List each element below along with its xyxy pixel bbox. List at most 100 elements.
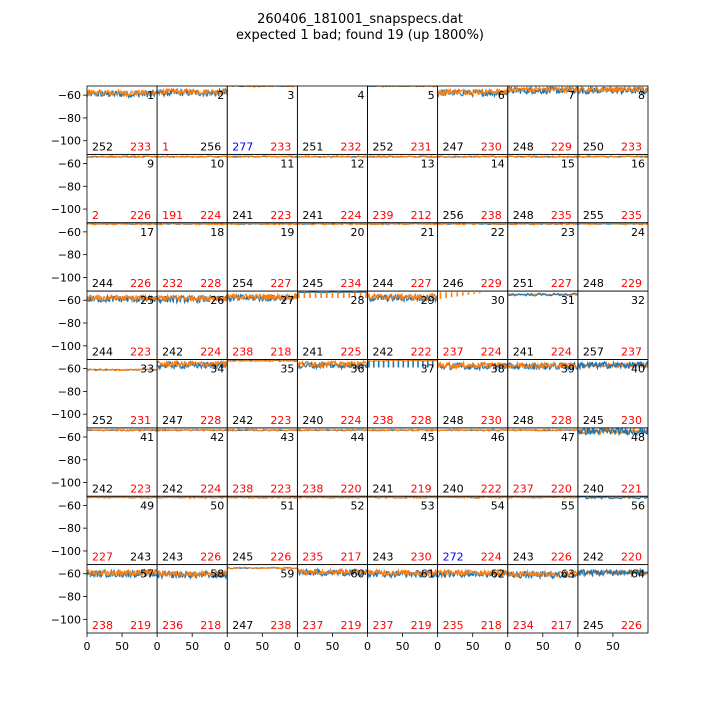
series-orange-line [157, 293, 228, 303]
panel-number-label: 21 [421, 226, 435, 239]
panel-52: 52 235 217 [296, 495, 368, 566]
panel-traces [303, 86, 363, 87]
panel-number-label: 64 [631, 568, 645, 581]
count-right-label: 220 [551, 482, 572, 495]
y-tick-label: −60 [58, 226, 81, 239]
panel-traces [227, 155, 298, 159]
count-left-label: 242 [373, 346, 394, 359]
panel-21: 21 244 227 [367, 222, 439, 292]
panel-28: 28 241 225 [296, 290, 368, 360]
panel-number-label: 19 [280, 226, 294, 239]
panel-traces [87, 222, 158, 226]
count-left-label: 235 [302, 551, 323, 564]
x-tick-label: 50 [606, 640, 620, 653]
count-right-label: 222 [411, 346, 432, 359]
panel-number-label: 45 [421, 431, 435, 444]
panel-8: 8 250 233 [577, 85, 649, 155]
panel-number-label: 11 [280, 157, 294, 170]
count-left-label: 248 [443, 414, 464, 427]
panel-31: 31 241 224 [507, 290, 579, 360]
panel-number-label: 41 [140, 431, 154, 444]
panel-traces [367, 291, 438, 304]
x-tick-label: 50 [466, 640, 480, 653]
series-orange-line [507, 568, 578, 579]
panel-55: 55 243 226 [507, 495, 579, 566]
panel-number-label: 28 [351, 294, 365, 307]
panel-traces [297, 566, 368, 578]
series-orange-line [87, 428, 158, 432]
panel-number-label: 25 [140, 294, 154, 307]
panel-number-label: 4 [358, 89, 365, 102]
count-right-label: 233 [130, 140, 151, 153]
series-orange-line [297, 359, 368, 369]
series-orange-line [367, 291, 438, 302]
panel-traces [297, 496, 368, 500]
count-right-label: 222 [481, 482, 502, 495]
count-left-label: 240 [302, 414, 323, 427]
panel-number-label: 44 [351, 431, 365, 444]
count-right-label: 229 [551, 140, 572, 153]
count-left-label: 251 [302, 140, 323, 153]
count-right-label: 224 [200, 209, 221, 222]
count-right-label: 224 [481, 346, 502, 359]
series-orange-line [437, 568, 508, 578]
count-right-label: 223 [270, 414, 291, 427]
series-orange-line [507, 222, 578, 226]
series-orange-line [507, 86, 578, 95]
panel-traces [87, 568, 158, 579]
panel-number-label: 47 [561, 431, 575, 444]
count-left-label: 240 [443, 482, 464, 495]
panel-traces [439, 292, 481, 299]
count-left-label: 248 [583, 277, 604, 290]
panel-23: 23 251 227 [507, 222, 579, 292]
count-left-label: 191 [162, 209, 183, 222]
panel-53: 53 243 230 [367, 495, 439, 566]
count-left-label: 245 [583, 619, 604, 632]
count-left-label: 248 [513, 414, 534, 427]
series-orange-line [297, 428, 368, 432]
panel-traces [297, 291, 368, 298]
x-tick-label: 0 [224, 640, 231, 653]
panel-49: 49 227 243 −60 −80 −100 [51, 495, 158, 566]
panel-10: 10 191 224 [156, 153, 228, 224]
count-right-label: 218 [481, 619, 502, 632]
series-orange-line [507, 428, 578, 432]
series-orange-line [303, 86, 363, 87]
panel-number-label: 17 [140, 226, 154, 239]
series-orange-line [577, 86, 648, 95]
x-tick-label: 50 [115, 640, 129, 653]
count-right-label: 238 [270, 619, 291, 632]
count-right-label: 212 [411, 209, 432, 222]
count-left-label: 241 [232, 209, 253, 222]
panel-number-label: 3 [287, 89, 294, 102]
panel-37: 37 238 228 [367, 359, 439, 429]
panel-number-label: 53 [421, 499, 435, 512]
count-left-label: 254 [232, 277, 253, 290]
series-blue-line [507, 292, 578, 297]
series-orange-line [367, 496, 438, 499]
series-orange-line [297, 496, 368, 500]
count-left-label: 242 [92, 482, 113, 495]
series-orange-line [227, 566, 298, 570]
panel-54: 54 272 224 [437, 495, 509, 566]
panel-20: 20 245 234 [296, 222, 368, 292]
panel-1: 1 252 233 −60 −80 −100 [51, 85, 158, 155]
count-left-label: 248 [513, 209, 534, 222]
series-orange-line [297, 155, 368, 159]
panel-14: 14 256 238 [437, 153, 509, 224]
panel-number-label: 57 [140, 568, 154, 581]
panel-number-label: 13 [421, 157, 435, 170]
series-blue-spikes [368, 360, 434, 368]
series-orange-spikes [298, 292, 367, 298]
count-left-label: 237 [302, 619, 323, 632]
panel-traces [577, 427, 648, 437]
panel-7: 7 248 229 [507, 85, 579, 155]
count-right-label: 230 [481, 414, 502, 427]
panel-number-label: 6 [498, 89, 505, 102]
panel-number-label: 56 [631, 499, 645, 512]
panel-6: 6 247 230 [437, 85, 509, 155]
panel-number-label: 63 [561, 568, 575, 581]
